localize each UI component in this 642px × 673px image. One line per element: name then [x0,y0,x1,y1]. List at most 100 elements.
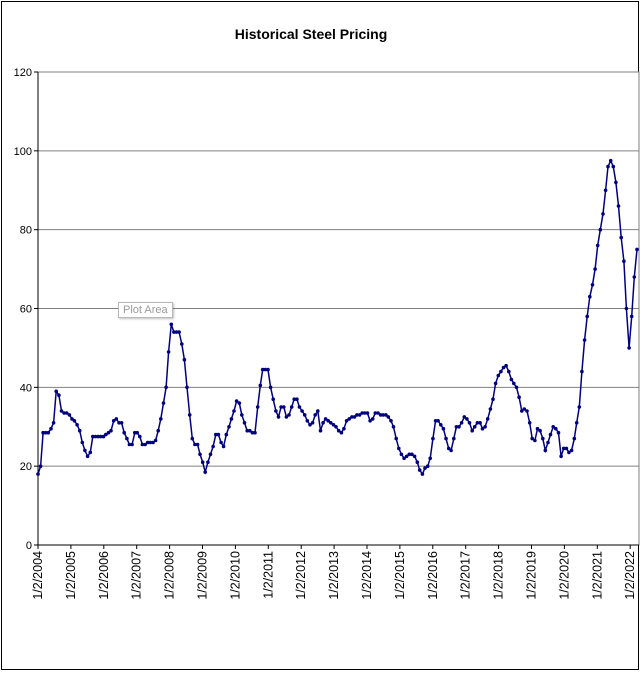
data-point [488,407,493,411]
data-point [370,417,375,421]
data-point [496,373,501,378]
data-point [339,430,344,435]
data-point [245,428,249,433]
data-point [381,413,386,417]
data-point [38,464,43,469]
data-point [313,413,318,417]
data-point [282,405,286,409]
data-point [436,419,440,423]
y-tick-label: 80 [20,225,32,237]
x-tick-label: 1/2/2018 [492,551,506,600]
data-point [305,419,310,423]
x-tick-label: 1/2/2015 [393,551,407,600]
x-tick-label: 1/2/2009 [196,551,210,600]
data-point [329,421,333,425]
data-point [289,405,294,409]
x-tick-label: 1/2/2008 [163,551,177,600]
data-point [384,413,388,417]
data-point [263,367,268,372]
data-point [62,411,66,415]
data-point [554,426,558,431]
data-point [608,158,613,163]
data-point [561,446,566,451]
data-point [248,428,252,433]
data-point [454,425,459,429]
data-point [180,342,184,346]
data-point [480,426,485,431]
data-point [125,436,129,441]
data-point [472,425,477,429]
data-point [425,464,430,469]
data-point [342,426,346,431]
data-point [420,472,425,476]
x-tick-label: 1/2/2010 [228,551,242,600]
data-point [402,456,406,461]
data-point [580,369,584,374]
data-point [478,421,482,425]
data-point [250,430,255,435]
data-point [499,369,503,374]
data-point [423,466,427,470]
data-point [302,413,307,417]
data-point [627,346,631,350]
data-point [606,164,610,169]
y-tick-label: 40 [20,382,32,394]
y-tick-label: 60 [20,304,32,316]
data-point [260,367,265,372]
data-point [41,430,45,435]
data-point [284,415,289,419]
data-point [593,267,597,271]
data-point [91,434,95,439]
data-point [331,423,336,427]
data-point [509,377,514,382]
data-point [240,413,244,417]
x-tick-label: 1/2/2005 [64,551,78,600]
data-point [101,434,106,439]
y-tick-labels: 0 20 40 60 80 100 120 [14,67,32,552]
data-point [614,180,618,185]
data-point [624,306,629,311]
data-point [629,314,634,319]
data-point [54,389,58,394]
data-point [242,421,247,425]
data-point [376,411,380,415]
data-point [258,383,263,388]
x-tick-label: 1/2/2013 [327,551,341,600]
data-point [119,421,124,425]
data-point [598,227,603,232]
data-point [75,423,79,427]
data-point [182,357,187,362]
data-point [316,409,320,413]
data-point [43,430,48,435]
data-point [449,448,453,453]
data-point [459,421,464,425]
data-point [572,436,577,441]
data-point [219,440,223,445]
data-point [352,415,357,419]
data-point [216,432,221,437]
data-point [279,405,283,409]
data-point [177,330,181,334]
data-point [551,425,555,429]
data-point [117,421,121,425]
data-point [300,409,304,413]
x-tick-label: 1/2/2011 [261,551,275,599]
data-point [70,417,74,421]
data-point [595,243,600,248]
data-point [96,434,100,439]
data-point [465,417,469,421]
data-point [64,411,69,415]
data-point [85,454,90,459]
data-point [441,426,446,431]
data-point [363,411,367,415]
data-point [611,164,616,169]
data-point [493,381,498,386]
data-point [77,428,82,433]
data-point [428,456,433,461]
data-point [153,438,158,443]
data-point [276,415,281,419]
data-point [169,322,174,327]
data-point [190,436,195,441]
chart-title: Historical Steel Pricing [235,26,388,42]
data-point [255,405,260,409]
